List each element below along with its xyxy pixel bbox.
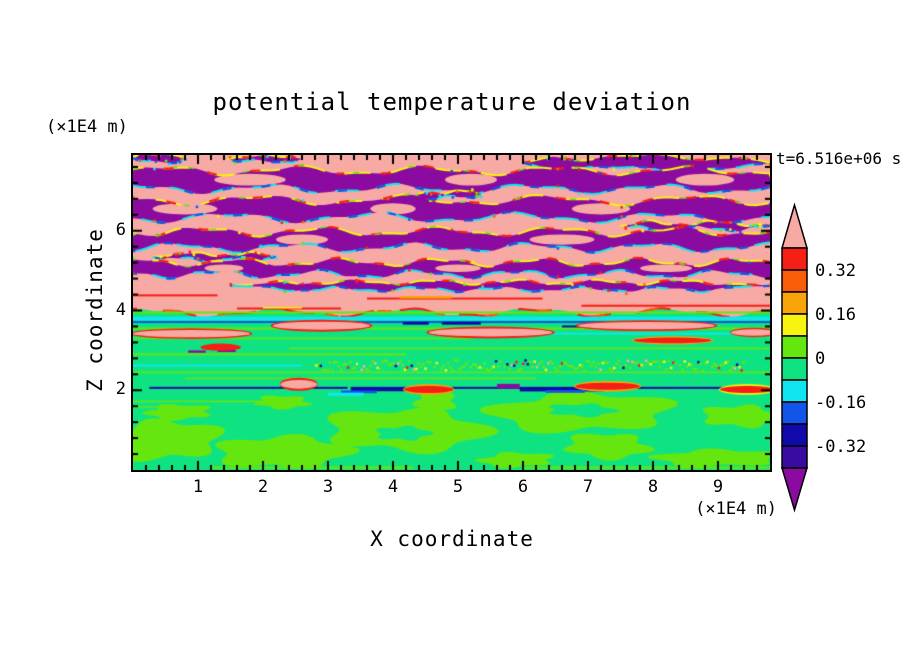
colorbar-segment xyxy=(781,247,808,271)
colorbar-segment xyxy=(781,269,808,293)
x-tick-label: 4 xyxy=(387,477,399,497)
x-tick-label: 9 xyxy=(712,477,724,497)
colorbar-lower-arrow xyxy=(780,467,809,513)
colorbar-segment xyxy=(781,401,808,425)
colorbar-label: 0 xyxy=(815,349,825,369)
z-tick-label: 4 xyxy=(115,299,126,320)
z-tick-label: 2 xyxy=(115,379,126,400)
colorbar-segment xyxy=(781,335,808,359)
x-axis-units-label: (×1E4 m) xyxy=(695,499,777,519)
colorbar-label: -0.32 xyxy=(815,437,866,457)
colorbar-segment xyxy=(781,313,808,337)
colorbar-label: 0.32 xyxy=(815,261,856,281)
x-tick-label: 2 xyxy=(257,477,269,497)
plot-area xyxy=(131,153,772,472)
colorbar-segment xyxy=(781,291,808,315)
colorbar-label: -0.16 xyxy=(815,393,866,413)
colorbar-segment xyxy=(781,379,808,403)
timestamp-label: t=6.516e+06 s xyxy=(776,149,902,168)
heatmap-canvas xyxy=(133,155,770,470)
colorbar-segment xyxy=(781,357,808,381)
x-tick-label: 1 xyxy=(192,477,204,497)
x-tick-label: 3 xyxy=(322,477,334,497)
x-tick-label: 8 xyxy=(647,477,659,497)
colorbar: 0.32 0.16 0 -0.16 -0.32 xyxy=(780,202,866,513)
z-axis-units-label: (×1E4 m) xyxy=(46,117,128,137)
x-axis-title: X coordinate xyxy=(370,527,534,551)
x-tick-label: 5 xyxy=(452,477,464,497)
z-tick-label: 6 xyxy=(115,219,126,240)
colorbar-label: 0.16 xyxy=(815,305,856,325)
x-tick-label: 7 xyxy=(582,477,594,497)
colorbar-segment xyxy=(781,445,808,469)
chart-title: potential temperature deviation xyxy=(212,88,692,116)
x-tick-label: 6 xyxy=(517,477,529,497)
colorbar-segment xyxy=(781,423,808,447)
colorbar-upper-arrow xyxy=(781,202,808,249)
